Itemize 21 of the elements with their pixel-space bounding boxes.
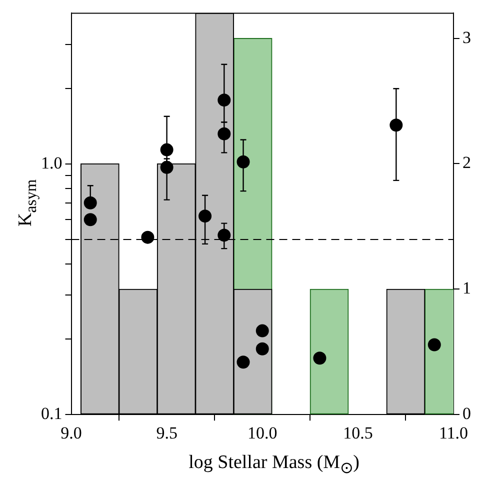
x-tick-label: 10.0 [248,423,278,442]
y2-tick-label: 2 [462,153,471,172]
point [141,230,154,244]
point [428,338,441,352]
y2-tick-label: 3 [462,28,471,47]
point [84,196,97,210]
x-tick-label: 9.0 [60,423,82,442]
y2-tick-label: 1 [462,278,471,298]
x-axis-title: log Stellar Mass (M$_{⊙}$) [188,452,360,478]
point [256,324,269,338]
point [236,356,250,369]
y-tick-label: 1.0 [41,154,62,173]
point [84,213,97,226]
point [198,210,212,223]
point [256,342,269,356]
x-tick-label: 9.5 [156,423,178,442]
y2-tick-label: 0 [462,404,471,424]
x-tick-label: 11.0 [438,423,468,442]
x-tick-label: 10.5 [343,423,373,442]
point [313,352,326,365]
y-tick-label: 0.1 [41,404,62,424]
